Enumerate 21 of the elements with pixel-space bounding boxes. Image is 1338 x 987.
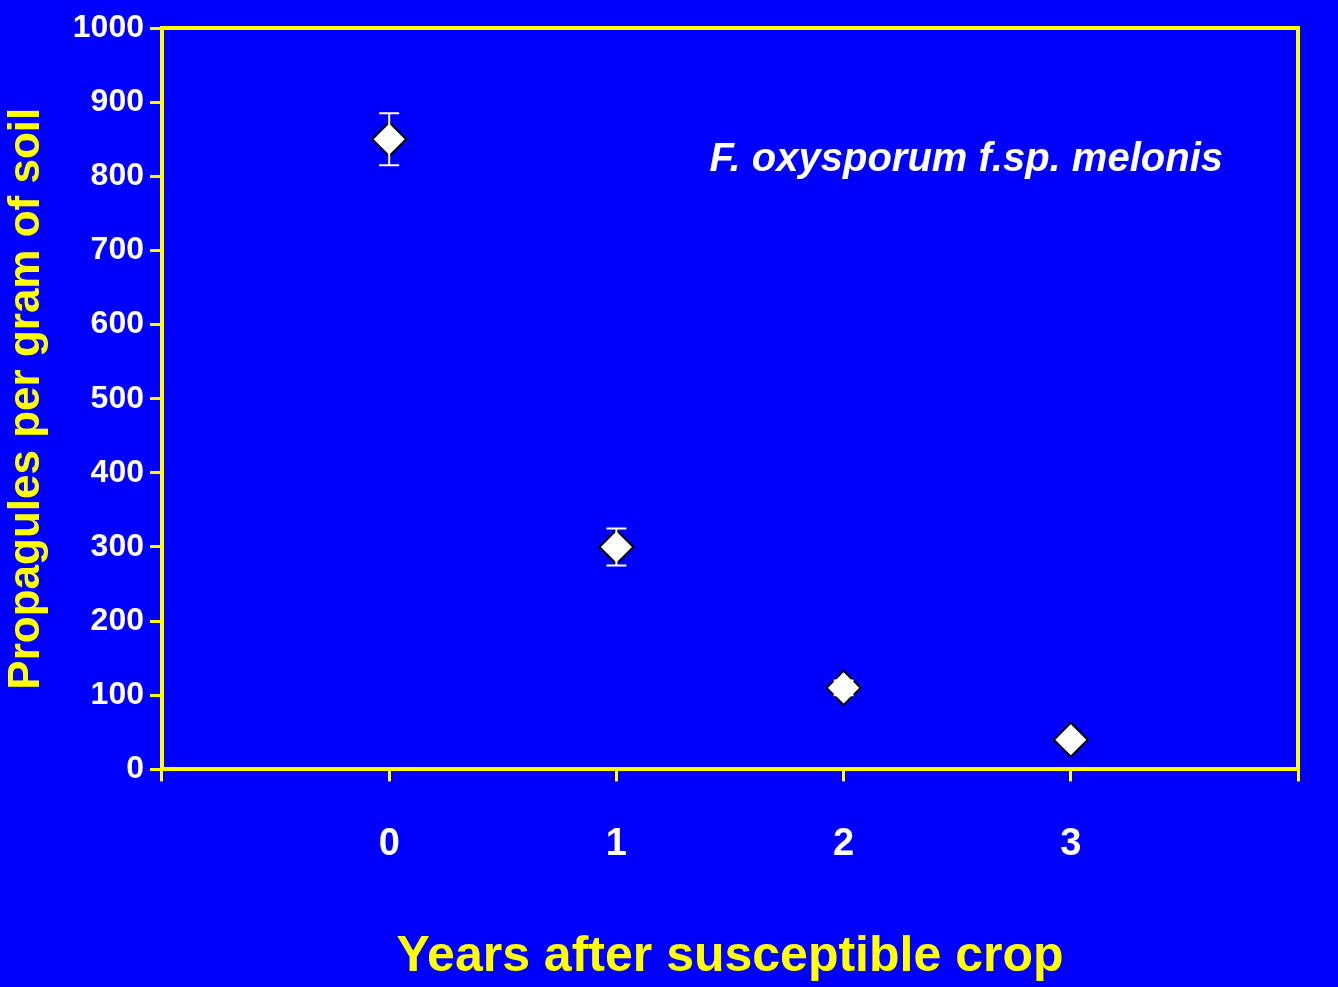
y-tick-label: 700 (90, 230, 144, 267)
y-tick-label: 900 (90, 81, 144, 118)
annotation: F. oxysporum f.sp. melonis (709, 135, 1223, 180)
y-tick-label: 200 (90, 600, 144, 637)
x-tick-label: 2 (833, 820, 855, 863)
point (371, 121, 408, 158)
y-tick-label: 100 (90, 675, 144, 712)
y-tick-label: 500 (90, 378, 144, 415)
y-tick-label: 300 (90, 526, 144, 563)
y-tick-label: 800 (90, 156, 144, 193)
x-tick-label: 1 (605, 820, 627, 863)
y-tick-label: 0 (126, 749, 144, 786)
x-tick-label: 3 (1060, 820, 1082, 863)
x-axis-title: Years after susceptible crop (396, 925, 1064, 982)
x-tick-label: 0 (378, 820, 400, 863)
y-tick-label: 400 (90, 452, 144, 489)
y-axis-title: Propagules per gram of soil (0, 107, 48, 690)
point (825, 669, 862, 706)
y-tick-label: 600 (90, 304, 144, 341)
point (1052, 721, 1089, 758)
y-tick-label: 1000 (72, 7, 144, 44)
